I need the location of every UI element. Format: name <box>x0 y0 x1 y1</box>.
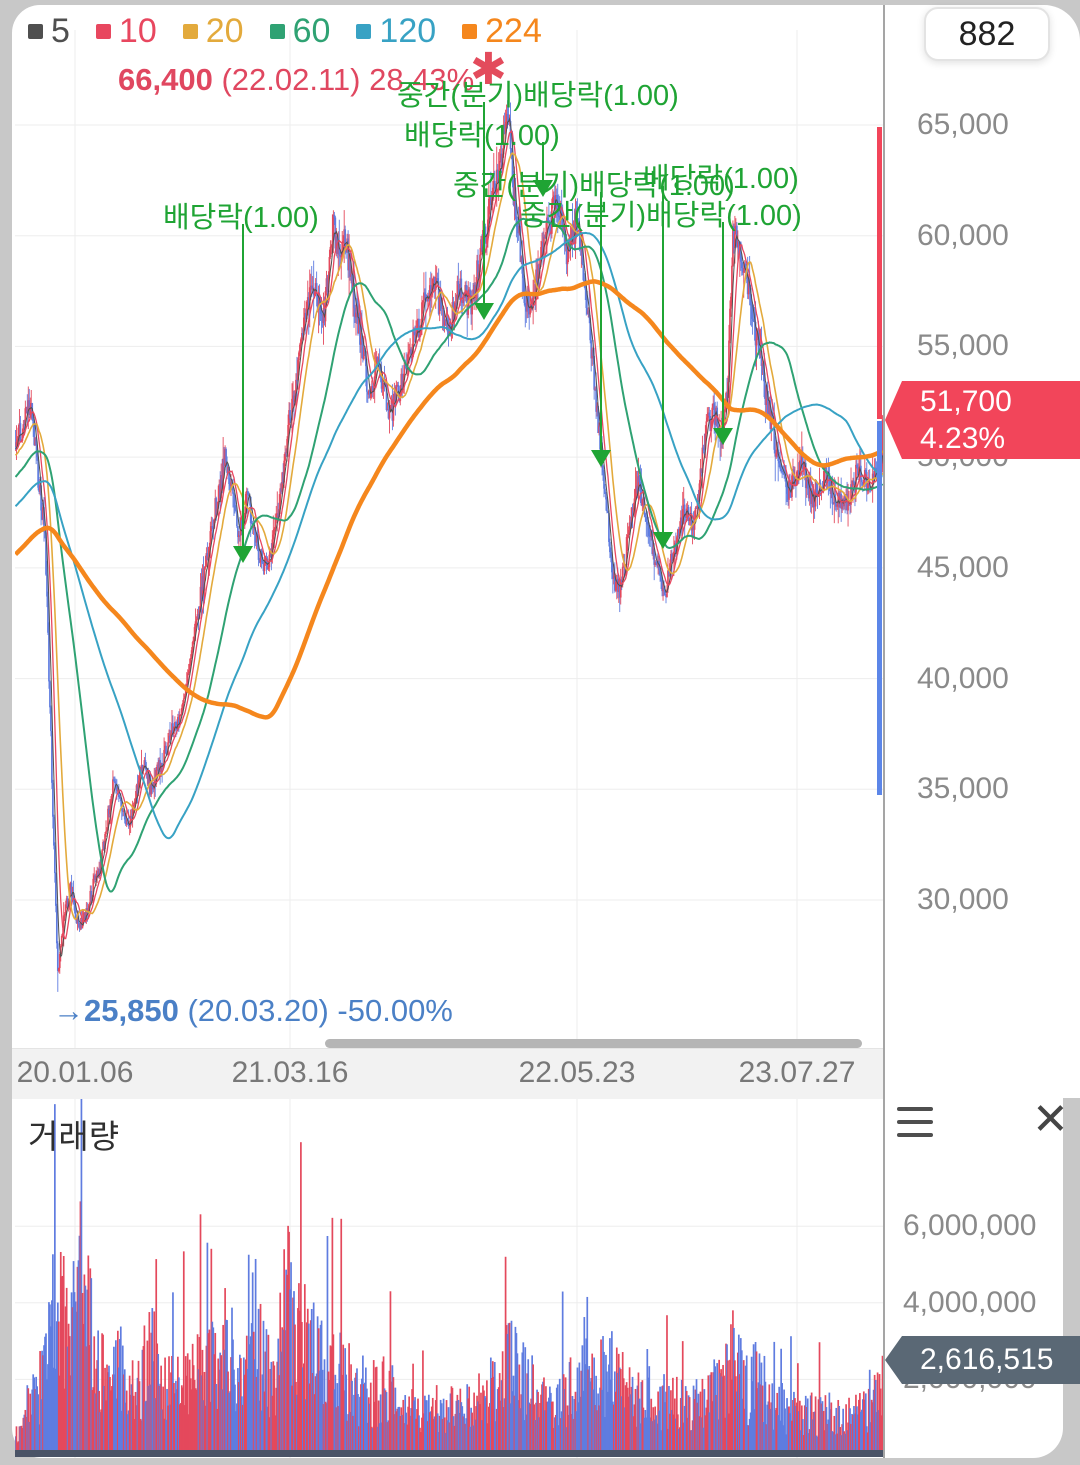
event-arrow-icon <box>233 546 253 563</box>
event-arrow-icon <box>653 532 673 549</box>
event-annotation-line <box>483 102 485 303</box>
event-annotation-label: 배당락(1.00) <box>163 202 319 234</box>
high-date: (22.02.11) <box>221 62 361 97</box>
legend-item-ma10[interactable]: 10 <box>95 12 157 51</box>
event-annotation-label: 중간(분기)배당락(1.00) <box>520 200 802 232</box>
visible-candle-count-button[interactable]: 882 <box>924 7 1050 61</box>
close-icon[interactable]: ✕ <box>1032 1095 1069 1144</box>
price-axis-tick: 45,000 <box>917 550 1009 584</box>
high-pct: 28.43% <box>369 62 475 97</box>
event-arrow-icon <box>474 303 494 320</box>
axis-divider-bottom <box>883 1098 885 1458</box>
legend-item-ma20[interactable]: 20 <box>182 12 244 51</box>
event-annotation-label: 배당락(1.00) <box>643 163 799 195</box>
price-axis-tick: 35,000 <box>917 772 1009 806</box>
price-chart-canvas[interactable] <box>15 5 883 1048</box>
event-annotation-line <box>662 186 664 532</box>
legend-swatch-icon <box>28 24 43 39</box>
high-marker-icon: ✱ <box>470 45 507 94</box>
high-point-note: 66,400 (22.02.11) 28.43% <box>118 62 474 98</box>
axis-divider-top <box>883 5 885 1098</box>
event-annotation-label: 중간(분기)배당락(1.00) <box>453 170 735 202</box>
low-point-note: →25,850 (20.03.20) -50.00% <box>53 993 453 1029</box>
event-annotation-label: 중간(분기)배당락(1.00) <box>397 80 679 112</box>
price-axis-tick: 60,000 <box>917 218 1009 252</box>
event-arrow-icon <box>591 450 611 467</box>
event-arrow-icon <box>713 428 733 445</box>
low-price: 25,850 <box>84 993 179 1028</box>
moving-average-legend: 5 10 20 60 120 224 <box>28 12 542 51</box>
range-bar-below <box>877 421 882 795</box>
current-price-change: 4.23% <box>920 422 1006 455</box>
legend-swatch-icon <box>182 24 198 39</box>
current-price-badge: 51,700 4.23% <box>885 381 1080 459</box>
low-pct: -50.00% <box>337 993 453 1028</box>
date-axis-label: 21.03.16 <box>231 1056 349 1089</box>
legend-swatch-icon <box>356 24 372 39</box>
legend-item-ma5[interactable]: 5 <box>28 12 70 51</box>
legend-label: 5 <box>51 12 70 50</box>
date-axis-strip <box>12 1048 883 1099</box>
date-axis-label: 23.07.27 <box>738 1056 856 1089</box>
date-axis-label: 22.05.23 <box>518 1056 636 1089</box>
legend-label: 120 <box>379 12 437 50</box>
event-annotation-line <box>542 142 544 180</box>
low-date: (20.03.20) <box>187 993 329 1028</box>
menu-icon[interactable] <box>897 1107 933 1137</box>
price-axis-tick: 30,000 <box>917 882 1009 916</box>
volume-panel-title: 거래량 <box>28 1118 120 1155</box>
legend-label: 10 <box>118 12 157 50</box>
legend-label: 224 <box>485 12 542 50</box>
current-volume-value: 2,616,515 <box>920 1343 1054 1376</box>
legend-label: 60 <box>292 12 331 50</box>
legend-swatch-icon <box>269 24 285 39</box>
legend-item-ma60[interactable]: 60 <box>269 12 331 51</box>
legend-swatch-icon <box>462 24 478 39</box>
legend-swatch-icon <box>95 24 111 39</box>
horizontal-scrollbar-thumb[interactable] <box>325 1039 862 1048</box>
legend-label: 20 <box>205 12 244 50</box>
date-axis-label: 20.01.06 <box>16 1056 134 1089</box>
legend-item-ma120[interactable]: 120 <box>356 12 436 51</box>
range-bar-above <box>877 127 882 419</box>
event-annotation-line <box>600 192 602 450</box>
current-volume-badge: 2,616,515 <box>885 1336 1080 1384</box>
price-axis-tick: 55,000 <box>917 329 1009 363</box>
event-annotation-label: 배당락(1.00) <box>404 120 560 152</box>
current-price-value: 51,700 <box>920 385 1012 418</box>
candle-count-value: 882 <box>958 14 1016 53</box>
event-arrow-icon <box>533 180 553 197</box>
event-annotation-line <box>242 224 244 546</box>
event-annotation-line <box>722 222 724 428</box>
legend-item-ma224[interactable]: 224 <box>462 12 542 51</box>
volume-axis-tick: 4,000,000 <box>903 1285 1037 1319</box>
low-arrow-icon: → <box>53 993 84 1028</box>
high-price: 66,400 <box>118 62 213 97</box>
price-axis-tick: 65,000 <box>917 108 1009 141</box>
volume-axis-tick: 6,000,000 <box>903 1209 1037 1243</box>
price-axis-tick: 40,000 <box>917 661 1009 695</box>
volume-chart-canvas[interactable] <box>15 1098 883 1458</box>
